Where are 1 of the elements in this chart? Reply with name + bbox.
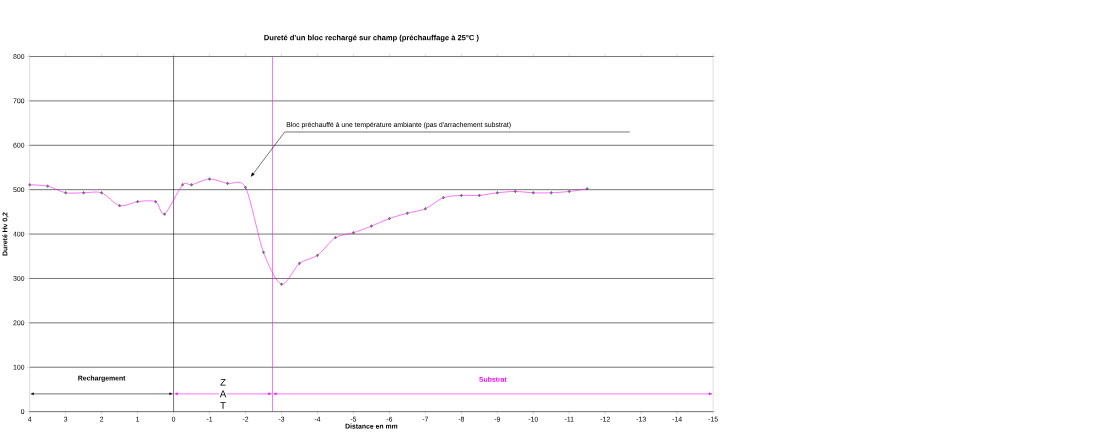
annotation: Z A T — [219, 378, 227, 409]
